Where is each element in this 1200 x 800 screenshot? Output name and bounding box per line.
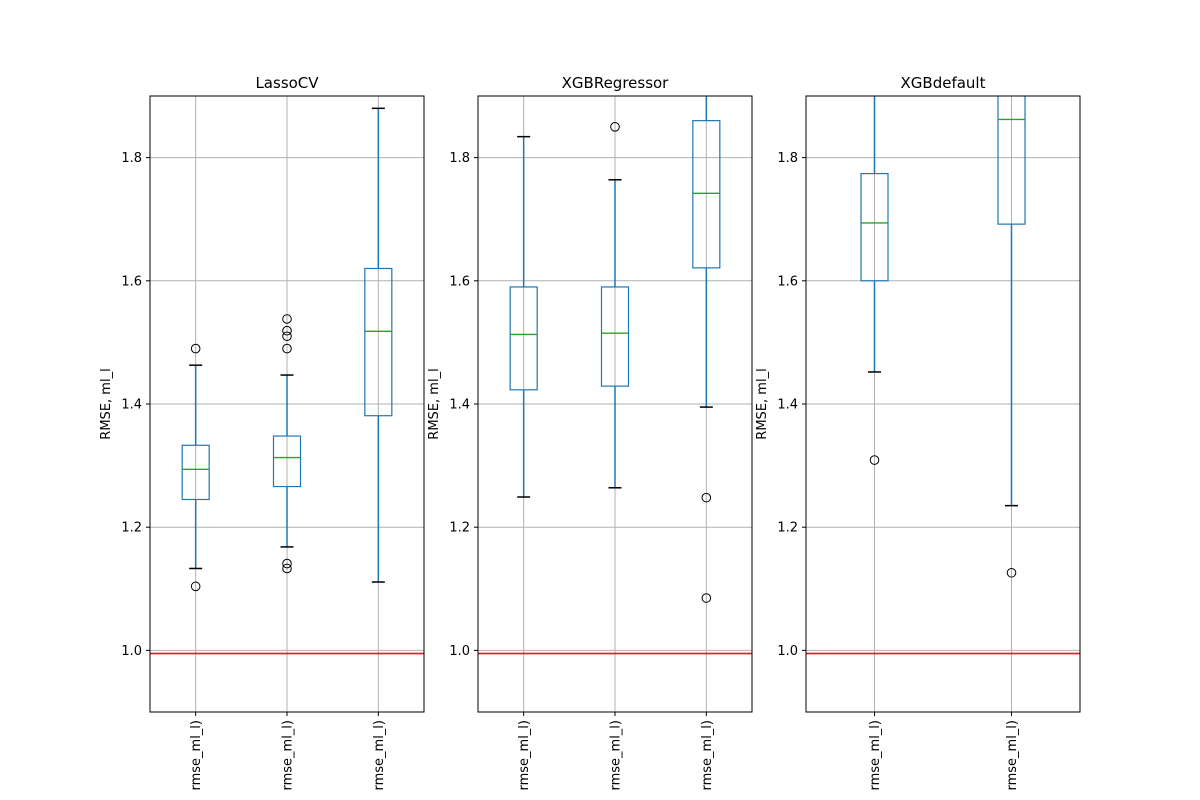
outlier-point: [282, 331, 292, 342]
y-axis-label: RMSE, ml_l: [427, 368, 442, 439]
box-2: [997, 96, 1026, 578]
y-tick-label: 1.6: [777, 274, 798, 289]
y-tick-label: 1.8: [777, 151, 798, 166]
plot-area: [806, 96, 1080, 712]
x-tick-label: rmse_ml_l): [281, 720, 296, 791]
y-tick-label: 1.8: [121, 151, 142, 166]
x-tick-label: rmse_ml_l): [700, 720, 715, 791]
y-tick-label: 1.4: [121, 398, 142, 413]
iqr-box: [997, 96, 1026, 225]
outlier-point: [282, 343, 292, 354]
outlier-point: [701, 492, 712, 503]
outlier-point: [282, 563, 292, 574]
y-tick-label: 1.4: [777, 398, 798, 413]
y-tick-label: 1.4: [449, 398, 470, 413]
y-tick-label: 1.2: [121, 521, 142, 536]
iqr-box: [181, 444, 210, 501]
box-1: [860, 96, 889, 465]
y-tick-label: 1.2: [777, 521, 798, 536]
iqr-box: [509, 286, 538, 391]
x-tick-label: rmse_ml_l): [1005, 720, 1020, 791]
box-3: [364, 107, 393, 583]
outlier-point: [190, 581, 201, 592]
subplot-2: 1.0 1.2 1.4 1.6 1.8 rmse_ml_l) rmse_ml_l) RMSE,…: [755, 74, 1081, 791]
y-tick-label: 1.8: [449, 151, 470, 166]
subplot-title: XGBdefault: [901, 74, 986, 92]
iqr-box: [692, 120, 721, 269]
x-tick-label: rmse_ml_l): [372, 720, 387, 791]
outlier-point: [282, 325, 292, 336]
iqr-box: [600, 286, 630, 387]
y-tick-label: 1.0: [449, 644, 470, 659]
outlier-point: [282, 558, 292, 569]
y-axis-label: RMSE, ml_l: [99, 368, 114, 439]
iqr-box: [364, 267, 393, 417]
outlier-point: [869, 455, 880, 465]
subplots: 1.0 1.2 1.4 1.6 1.8 rmse_ml_l) rmse_ml_l) rmse_…: [99, 74, 1081, 791]
subplot-title: XGBRegressor: [562, 74, 670, 92]
plot-area: [478, 96, 752, 712]
y-axis-label: RMSE, ml_l: [755, 368, 770, 439]
box-2: [272, 314, 302, 574]
x-tick-label: rmse_ml_l): [609, 720, 624, 791]
iqr-box: [860, 173, 889, 282]
y-tick-label: 1.0: [777, 644, 798, 659]
y-tick-label: 1.6: [449, 274, 470, 289]
outlier-point: [610, 122, 620, 132]
box-2: [600, 122, 630, 489]
plot-area: [150, 96, 424, 712]
subplot-0: 1.0 1.2 1.4 1.6 1.8 rmse_ml_l) rmse_ml_l) rmse_…: [99, 74, 425, 791]
x-tick-label: rmse_ml_l): [868, 720, 883, 791]
x-tick-label: rmse_ml_l): [517, 720, 532, 791]
outlier-point: [190, 343, 201, 354]
y-tick-label: 1.0: [121, 644, 142, 659]
box-1: [181, 343, 210, 592]
subplot-title: LassoCV: [255, 74, 319, 92]
box-1: [509, 135, 538, 498]
outlier-point: [1006, 567, 1017, 578]
x-tick-label: rmse_ml_l): [189, 720, 204, 791]
y-tick-label: 1.6: [121, 274, 142, 289]
iqr-box: [272, 435, 302, 488]
outlier-point: [282, 314, 292, 324]
y-tick-label: 1.2: [449, 521, 470, 536]
box-3: [692, 96, 721, 603]
outlier-point: [701, 593, 712, 603]
subplot-1: 1.0 1.2 1.4 1.6 1.8 rmse_ml_l) rmse_ml_l) rmse_…: [427, 74, 753, 791]
